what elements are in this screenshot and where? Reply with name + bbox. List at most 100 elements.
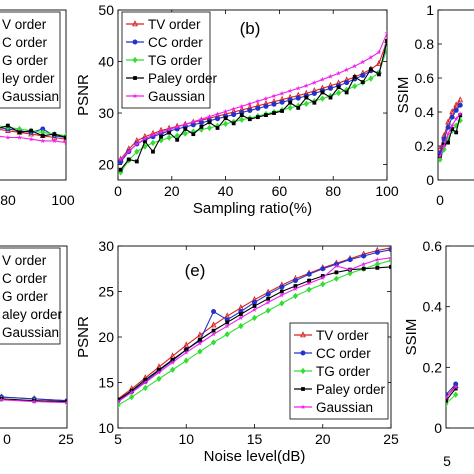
data-point — [374, 256, 380, 262]
data-point — [52, 132, 57, 136]
data-point — [170, 357, 175, 362]
data-point — [352, 83, 358, 90]
data-point — [449, 122, 455, 128]
data-point — [453, 116, 459, 121]
data-point — [63, 139, 66, 145]
data-point — [151, 149, 155, 154]
data-point — [328, 85, 334, 91]
data-point — [252, 304, 257, 308]
legend-label: Gaussian — [2, 89, 59, 104]
data-point — [388, 247, 391, 253]
data-point — [247, 117, 252, 122]
data-point — [438, 153, 443, 159]
x-tick-label: 100 — [375, 183, 399, 199]
x-tick-label: 0 — [114, 183, 122, 199]
data-point — [279, 90, 285, 96]
data-point — [51, 138, 57, 144]
data-point — [347, 270, 353, 277]
y-tick-label: 0.8 — [415, 36, 435, 52]
data-point — [320, 281, 326, 288]
x-tick-label: 80 — [325, 183, 341, 199]
data-point — [453, 101, 460, 108]
series-line — [446, 388, 457, 402]
x-tick-label: 5 — [114, 431, 122, 447]
data-point — [453, 384, 459, 390]
data-point — [287, 88, 293, 94]
data-point — [118, 159, 124, 165]
panel-bottom-left: V order C order G order aley order Gaussian 0… — [0, 245, 74, 447]
legend-label: C order — [2, 271, 48, 286]
data-point — [206, 124, 213, 132]
data-point — [183, 349, 189, 355]
axes-frame — [445, 245, 474, 429]
data-point — [215, 126, 220, 130]
series-line — [120, 40, 387, 171]
data-point — [64, 135, 66, 140]
data-point — [311, 90, 317, 96]
data-point — [304, 95, 309, 100]
data-point — [458, 113, 463, 118]
legend-label: ley order — [2, 71, 55, 86]
y-tick-label: 15 — [98, 375, 114, 391]
data-point — [210, 339, 217, 346]
data-point — [279, 292, 285, 298]
x-axis-label: Noise level(dB) — [204, 448, 306, 465]
y-tick-label: 0 — [426, 172, 434, 188]
data-point — [142, 136, 148, 141]
data-point — [264, 113, 268, 117]
legend-marker — [132, 39, 138, 45]
data-point — [206, 113, 213, 119]
data-point — [453, 386, 458, 391]
data-point — [118, 402, 121, 409]
data-point — [450, 127, 455, 131]
series-line — [118, 247, 391, 400]
data-point — [190, 119, 196, 124]
data-point — [279, 289, 284, 294]
x-tick-label: 40 — [218, 183, 234, 199]
data-point — [174, 124, 180, 130]
data-point — [251, 314, 258, 322]
series-line — [120, 32, 387, 160]
data-point — [336, 85, 341, 90]
legend-label: TV order — [148, 17, 201, 32]
data-point — [31, 398, 37, 404]
data-point — [368, 75, 374, 82]
data-point — [389, 265, 391, 269]
data-point — [347, 266, 353, 272]
data-point — [360, 72, 366, 78]
data-point — [344, 80, 350, 86]
data-point — [118, 398, 121, 404]
legend: V order C order G order ley order Gaussian — [0, 11, 61, 109]
data-point — [306, 280, 312, 286]
data-point — [150, 139, 156, 147]
data-point — [279, 300, 285, 307]
series-group — [0, 123, 66, 145]
data-point — [247, 107, 253, 113]
data-point — [295, 95, 301, 101]
legend-label: C order — [2, 35, 48, 50]
data-point — [225, 320, 230, 325]
data-point — [183, 341, 190, 348]
data-point — [376, 59, 382, 66]
series-line — [0, 128, 66, 140]
legend-box — [0, 247, 61, 345]
data-point — [238, 315, 244, 321]
data-point — [251, 307, 258, 312]
legend-label: Paley order — [148, 71, 218, 86]
data-point — [279, 284, 285, 290]
data-point — [207, 120, 212, 125]
legend: TV order CC order TG order Paley order Gauss… — [121, 11, 218, 109]
data-point — [449, 114, 455, 120]
y-tick-label: 40 — [98, 54, 114, 70]
data-point — [5, 134, 11, 140]
y-tick-label: 0.4 — [423, 299, 443, 315]
data-point — [333, 275, 339, 282]
legend-label: TG order — [316, 364, 371, 379]
series-group — [438, 96, 464, 163]
data-point — [134, 141, 140, 147]
data-point — [166, 126, 172, 132]
data-point — [158, 129, 164, 135]
legend-label: Paley order — [316, 382, 386, 397]
axes-frame — [0, 245, 68, 429]
